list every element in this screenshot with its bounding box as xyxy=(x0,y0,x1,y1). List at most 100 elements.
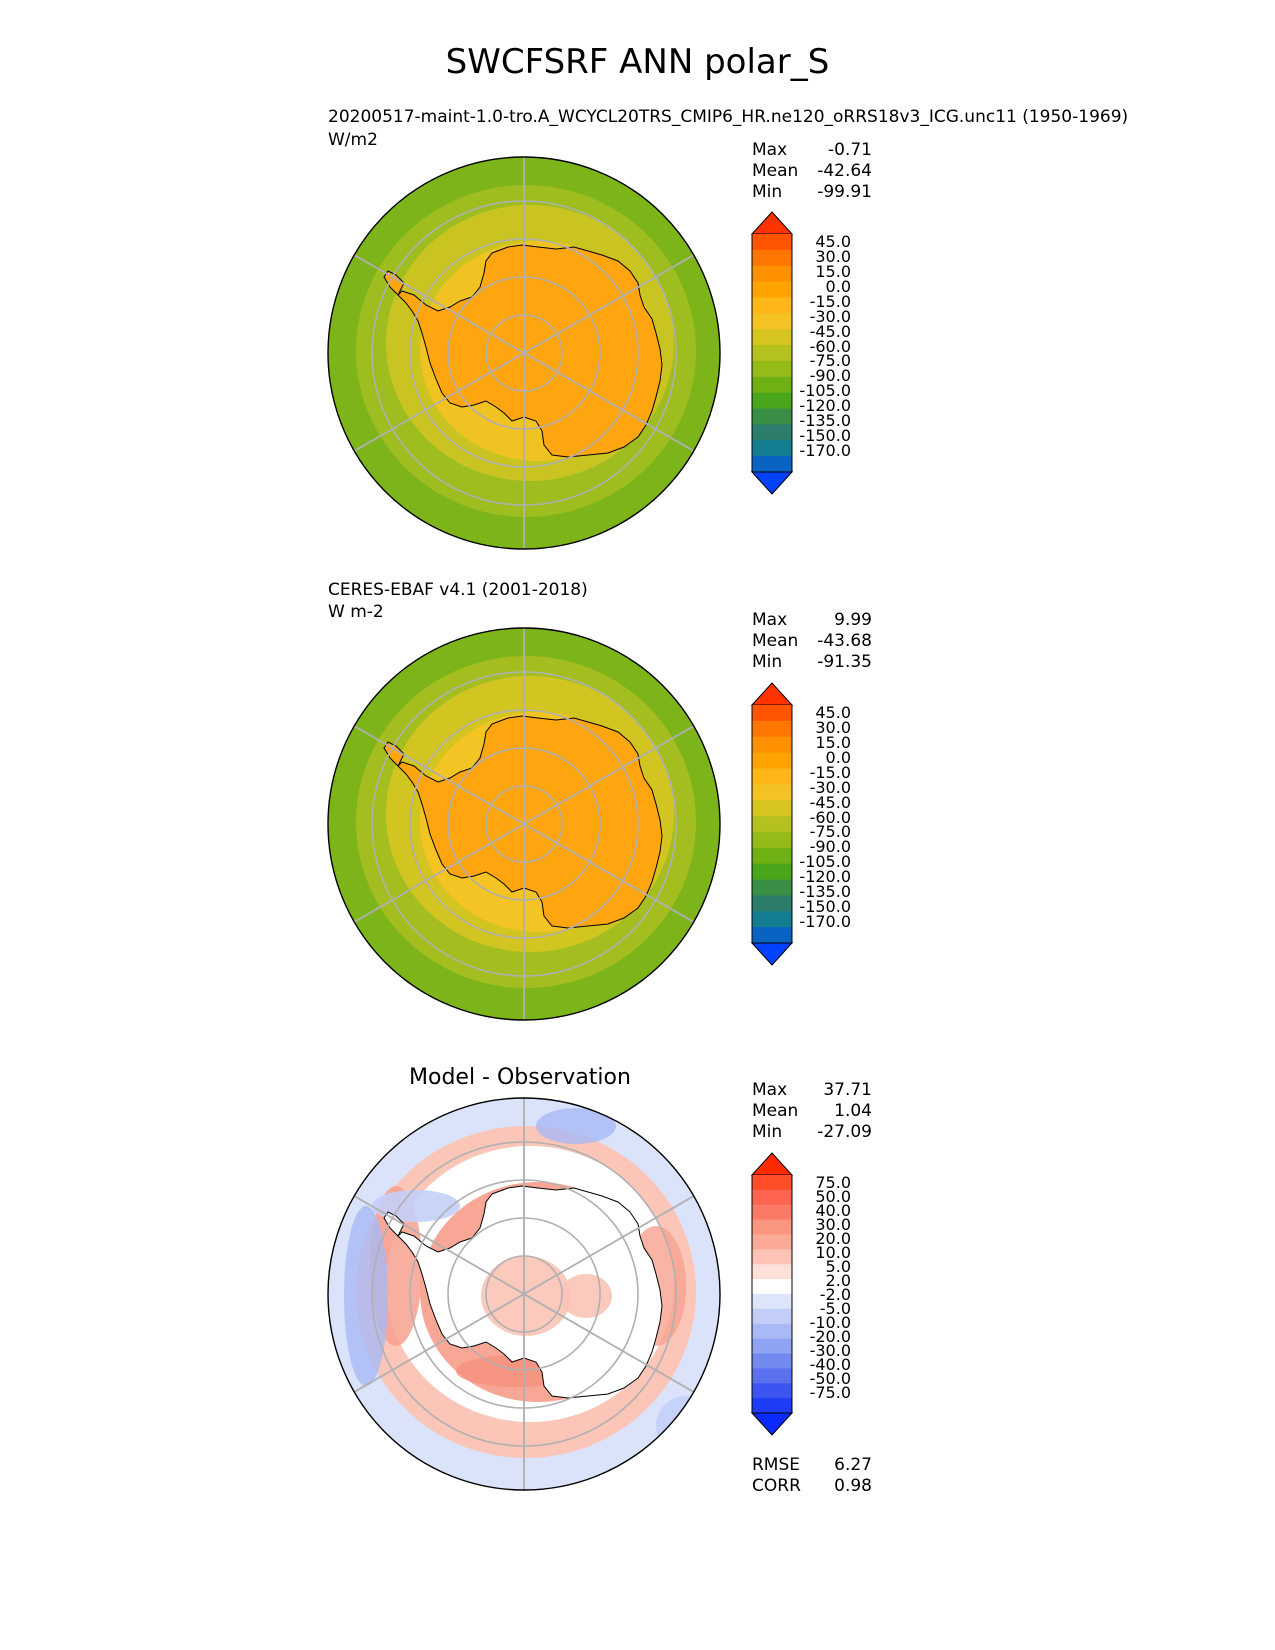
colorbar-tick-label: -20.0 xyxy=(809,1327,851,1346)
panel-1-units: W/m2 xyxy=(328,130,378,150)
colorbar-tick-label: -120.0 xyxy=(799,867,851,887)
colorbar-tick-label: 0.0 xyxy=(825,277,851,297)
colorbar-segment xyxy=(752,1189,792,1206)
colorbar-tick-label: -120.0 xyxy=(799,396,851,416)
colorbar-tick-label: -75.0 xyxy=(809,1383,851,1402)
colorbar-tick-label: 30.0 xyxy=(815,1215,851,1234)
panel-1-polar-map xyxy=(327,156,721,550)
colorbar-tick-label: -150.0 xyxy=(799,425,851,445)
figure-title: SWCFSRF ANN polar_S xyxy=(445,42,830,82)
colorbar-segment xyxy=(752,1368,792,1384)
colorbar-segment xyxy=(752,1219,792,1235)
colorbar-tick-label: 75.0 xyxy=(815,1173,851,1192)
colorbar-tick-label: -75.0 xyxy=(809,822,851,842)
colorbar-segment xyxy=(752,1294,792,1310)
panel-3-min-label: Min xyxy=(752,1122,783,1142)
colorbar-segment xyxy=(752,784,792,801)
panel-3-rmse-value: 6.27 xyxy=(834,1455,872,1475)
colorbar-tick-label: -15.0 xyxy=(809,762,851,782)
colorbar-tick-label: 20.0 xyxy=(815,1229,851,1248)
panel-3-polar-map xyxy=(327,1097,721,1491)
antarctica-coastline xyxy=(397,715,663,929)
colorbar-frame xyxy=(751,1175,793,1413)
meridian-gridline xyxy=(523,725,695,825)
panel-2-mean-label: Mean xyxy=(752,631,799,651)
colorbar-segment xyxy=(752,911,792,928)
colorbar-tick-label: 2.0 xyxy=(825,1271,851,1290)
colorbar-segment xyxy=(752,1204,792,1221)
colorbar-tick-label: -40.0 xyxy=(809,1355,851,1374)
panel-3-rmse-label: RMSE xyxy=(752,1455,801,1475)
colorbar-segment xyxy=(752,1175,792,1191)
colorbar-segment xyxy=(752,831,792,849)
colorbar-segment xyxy=(752,408,792,425)
colorbar-tick-label: 50.0 xyxy=(815,1187,851,1206)
colorbar-tick-label: 40.0 xyxy=(815,1201,851,1220)
meridian-gridline xyxy=(523,254,695,354)
colorbar-segment xyxy=(752,1323,792,1340)
colorbar-frame xyxy=(751,234,793,472)
panel-3-corr-value: 0.98 xyxy=(834,1476,872,1496)
meridian-gridline xyxy=(523,823,695,923)
colorbar-segment xyxy=(752,1279,792,1295)
colorbar-segment xyxy=(752,376,792,394)
meridian-gridline xyxy=(353,352,525,452)
colorbar-tick-label: -135.0 xyxy=(799,410,851,430)
colorbar-tick-label: -60.0 xyxy=(809,807,851,827)
panel-1-min-label: Min xyxy=(752,182,783,202)
field-layer xyxy=(328,157,720,549)
map-boundary xyxy=(327,156,721,550)
meridian-gridline xyxy=(353,725,525,825)
panel-2-units: W m-2 xyxy=(328,602,384,622)
panel-1-colorbar xyxy=(750,211,794,495)
colorbar-segment xyxy=(752,313,792,330)
negative-anomaly xyxy=(344,1206,388,1386)
colorbar-tick-label: -2.0 xyxy=(819,1285,851,1304)
colorbar-tick-label: -170.0 xyxy=(799,440,851,460)
panel-2-max-value: 9.99 xyxy=(834,610,872,630)
colorbar-tick-label: -170.0 xyxy=(799,911,851,931)
colorbar-segment xyxy=(752,281,792,298)
colorbar-segment xyxy=(752,847,792,865)
colorbar-frame xyxy=(751,705,793,943)
colorbar-segment xyxy=(752,1249,792,1265)
colorbar-segment xyxy=(752,1353,792,1369)
colorbar-tick-label: 0.0 xyxy=(825,748,851,768)
colorbar-segment xyxy=(752,1383,792,1399)
colorbar-segment xyxy=(752,800,792,817)
colorbar-segment xyxy=(752,895,792,912)
panel-2-min-label: Min xyxy=(752,652,783,672)
colorbar-segment xyxy=(752,234,792,251)
meridian-gridline xyxy=(353,254,525,354)
colorbar-min-extend xyxy=(750,942,794,966)
colorbar-segment xyxy=(752,360,792,378)
panel-2-mean-value: -43.68 xyxy=(817,631,872,651)
meridian-gridline xyxy=(353,1293,525,1393)
colorbar-segment xyxy=(752,329,792,346)
colorbar-max-extend xyxy=(750,211,794,235)
colorbar-segment xyxy=(752,1264,792,1280)
panel-1-min-value: -99.91 xyxy=(817,182,872,202)
colorbar-tick-label: 15.0 xyxy=(815,262,851,282)
panel-3-title: Model - Observation xyxy=(409,1065,631,1090)
colorbar-segment xyxy=(752,392,792,410)
colorbar-max-extend xyxy=(750,682,794,706)
colorbar-segment xyxy=(752,768,792,785)
colorbar-segment xyxy=(752,927,792,944)
panel-1-mean-value: -42.64 xyxy=(817,161,872,181)
colorbar-segment xyxy=(752,720,792,738)
panel-1-max-label: Max xyxy=(752,140,788,160)
colorbar-min-extend xyxy=(750,471,794,495)
colorbar-segment xyxy=(752,752,792,769)
colorbar-tick-label: -45.0 xyxy=(809,321,851,341)
colorbar-tick-label: 45.0 xyxy=(815,703,851,723)
colorbar-segment xyxy=(752,265,792,283)
colorbar-tick-label: -75.0 xyxy=(809,351,851,371)
panel-3-colorbar xyxy=(750,1152,794,1436)
colorbar-segment xyxy=(752,1398,792,1414)
colorbar-tick-label: -10.0 xyxy=(809,1313,851,1332)
colorbar-segment xyxy=(752,816,792,833)
colorbar-segment xyxy=(752,345,792,362)
panel-1-mean-label: Mean xyxy=(752,161,799,181)
colorbar-segment xyxy=(752,1234,792,1250)
